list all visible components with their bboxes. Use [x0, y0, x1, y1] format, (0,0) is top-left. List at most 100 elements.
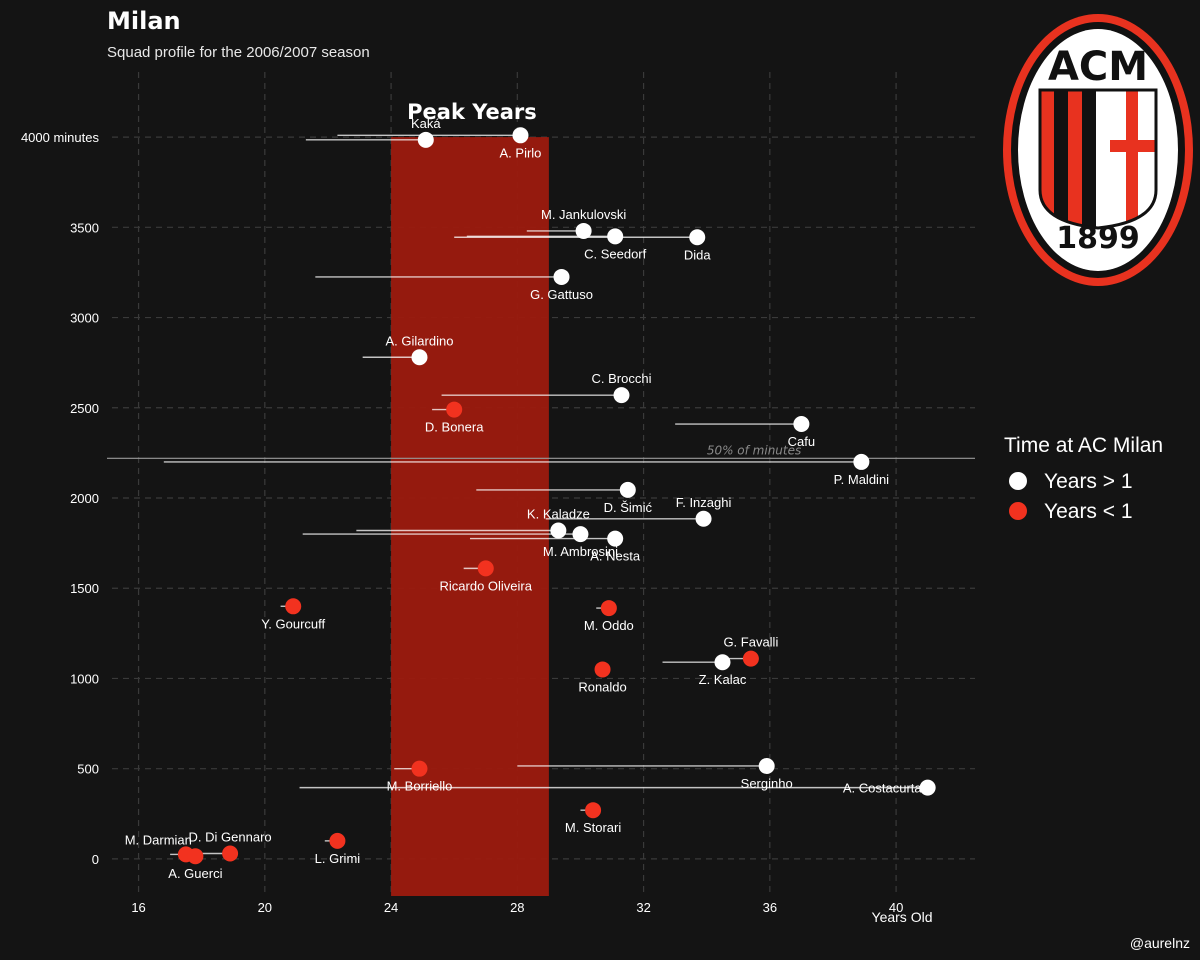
x-tick-label-16: 16 [131, 900, 145, 915]
point-a-gilardino [411, 349, 428, 366]
label-p-maldini: P. Maldini [834, 472, 890, 487]
y-tick-label-4000: 4000 minutes [21, 130, 100, 145]
crest-shield [1040, 90, 1156, 228]
label-l-grimi: L. Grimi [315, 851, 361, 866]
point-z-kalac [714, 654, 731, 671]
player-points-layer [177, 127, 936, 865]
point-y-gourcuff [285, 598, 302, 615]
label-m-darmian: M. Darmian [125, 832, 192, 847]
label-m-oddo: M. Oddo [584, 618, 634, 633]
legend-label-years-over-1: Years > 1 [1044, 470, 1133, 493]
point-k-kaladze [550, 522, 567, 539]
label-kaka: Kaká [411, 116, 441, 131]
y-tick-label-2500: 2500 [70, 401, 99, 416]
point-m-storari [585, 802, 602, 819]
peak-years-label: Peak Years [407, 100, 537, 124]
legend-label-years-under-1: Years < 1 [1044, 500, 1133, 523]
x-tick-label-40: 40 [889, 900, 903, 915]
y-tick-label-500: 500 [77, 762, 99, 777]
label-a-pirlo: A. Pirlo [500, 145, 542, 160]
label-ricardo-oliveira: Ricardo Oliveira [440, 578, 533, 593]
label-d-simic: D. Šimić [604, 500, 653, 515]
legend: Time at AC Milan Years > 1 Years < 1 [1004, 434, 1163, 523]
label-z-kalac: Z. Kalac [699, 672, 747, 687]
point-c-brocchi [613, 387, 630, 404]
y-tick-label-3000: 3000 [70, 311, 99, 326]
crest-letters: ACM [1048, 44, 1148, 90]
label-a-gilardino: A. Gilardino [386, 333, 454, 348]
x-tick-label-36: 36 [763, 900, 777, 915]
ac-milan-crest-logo: ACM 1899 [1003, 14, 1193, 286]
point-d-di-gennaro [222, 845, 239, 862]
label-g-gattuso: G. Gattuso [530, 287, 593, 302]
point-ricardo-oliveira [477, 560, 494, 577]
legend-title: Time at AC Milan [1004, 434, 1163, 457]
point-ronaldo [594, 661, 611, 678]
label-cafu: Cafu [788, 434, 815, 449]
point-g-favalli [742, 650, 759, 667]
label-a-nesta: A. Nesta [590, 549, 641, 564]
point-l-grimi [329, 832, 346, 849]
point-m-borriello [411, 760, 428, 777]
label-g-favalli: G. Favalli [723, 635, 778, 650]
label-d-bonera: D. Bonera [425, 420, 484, 435]
point-c-seedorf [607, 228, 624, 245]
chart-title: Milan [107, 7, 181, 35]
point-a-pirlo [512, 127, 529, 144]
author-credit: @aurelnz [1130, 935, 1190, 951]
player-labels-layer: Kaká A. Pirlo M. Jankulovski C. Seedorf Dida… [125, 116, 923, 881]
label-f-inzaghi: F. Inzaghi [676, 495, 732, 510]
label-dida: Dida [684, 247, 712, 262]
y-tick-label-0: 0 [92, 852, 99, 867]
point-m-jankulovski [575, 222, 592, 239]
point-g-gattuso [553, 268, 570, 285]
chart-subtitle: Squad profile for the 2006/2007 season [107, 44, 370, 61]
x-tick-label-28: 28 [510, 900, 524, 915]
point-m-oddo [600, 600, 617, 617]
point-f-inzaghi [695, 510, 712, 527]
crest-year: 1899 [1056, 221, 1140, 256]
point-a-nesta [607, 530, 624, 547]
fifty-percent-minutes-label: 50% of minutes [707, 443, 801, 457]
label-a-guerci: A. Guerci [168, 866, 222, 881]
label-d-di-gennaro: D. Di Gennaro [189, 829, 272, 844]
y-tick-label-1500: 1500 [70, 581, 99, 596]
label-y-gourcuff: Y. Gourcuff [261, 616, 325, 631]
x-tick-label-24: 24 [384, 900, 398, 915]
point-dida [689, 229, 706, 246]
y-tick-label-2000: 2000 [70, 491, 99, 506]
x-tick-label-32: 32 [636, 900, 650, 915]
y-tick-label-1000: 1000 [70, 671, 99, 686]
reference-line-layer: 50% of minutes [107, 443, 975, 459]
peak-years-band-layer: Peak Years [391, 100, 549, 896]
point-p-maldini [853, 453, 870, 470]
label-m-jankulovski: M. Jankulovski [541, 207, 626, 222]
legend-marker-years-over-1 [1009, 472, 1027, 490]
label-ronaldo: Ronaldo [578, 679, 626, 694]
tenure-segments-layer [163, 134, 928, 857]
point-d-bonera [446, 401, 463, 418]
label-m-borriello: M. Borriello [387, 779, 453, 794]
y-tick-label-3500: 3500 [70, 220, 99, 235]
x-axis-title: Years Old [872, 909, 933, 925]
point-a-costacurta [919, 779, 936, 796]
label-m-storari: M. Storari [565, 820, 621, 835]
label-a-costacurta: A. Costacurta [843, 781, 923, 796]
axis-ticks-layer: 16 20 24 28 32 36 40 0 500 1000 1500 2000 2500 3000 35… [21, 130, 903, 915]
label-serginho: Serginho [741, 776, 793, 791]
label-c-brocchi: C. Brocchi [592, 371, 652, 386]
x-tick-label-20: 20 [258, 900, 272, 915]
legend-marker-years-under-1 [1009, 502, 1027, 520]
point-m-ambrosini [572, 526, 589, 543]
point-cafu [793, 416, 810, 433]
crest-shield-outline [1038, 88, 1158, 230]
point-a-guerci [187, 848, 204, 865]
label-k-kaladze: K. Kaladze [527, 506, 590, 521]
point-serginho [758, 757, 775, 774]
point-d-simic [619, 481, 636, 498]
label-m-ambrosini: M. Ambrosini [543, 544, 618, 559]
label-c-seedorf: C. Seedorf [584, 246, 647, 261]
point-kaka [417, 131, 434, 148]
